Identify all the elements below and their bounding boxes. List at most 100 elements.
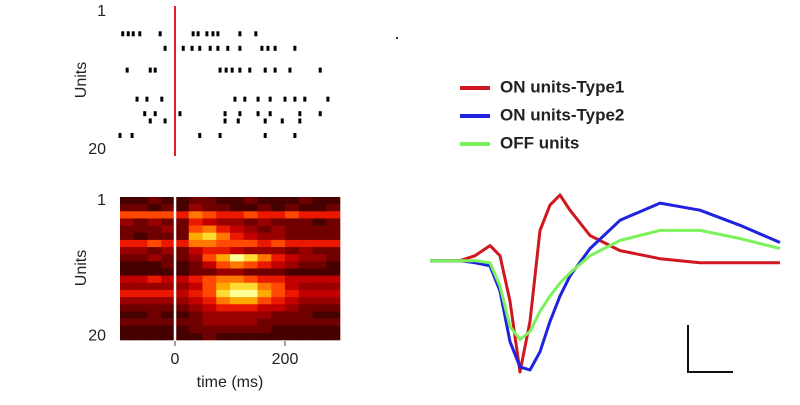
heat-cell [161, 197, 176, 205]
heat-cell [326, 211, 341, 219]
heat-cell [312, 311, 327, 319]
heat-cell [298, 218, 313, 226]
spike [126, 31, 130, 37]
heat-cell [271, 325, 286, 334]
heat-cell [243, 239, 258, 248]
heat-cell [175, 261, 190, 269]
heat-cell [120, 218, 135, 226]
heat-cell [175, 211, 190, 219]
spike [263, 118, 267, 124]
heat-cell [147, 268, 162, 276]
heat-cell [133, 247, 148, 255]
heat-cell [133, 297, 148, 305]
heat-cell [188, 218, 203, 226]
heat-cell [175, 289, 190, 298]
heat-cell [161, 282, 176, 291]
heat-cell [298, 318, 313, 326]
heat-cell [202, 311, 217, 319]
heat-cell [271, 289, 286, 298]
heat-cell [257, 232, 272, 241]
heat-cell [298, 211, 313, 219]
heat-cell [216, 318, 231, 326]
heat-cell [285, 247, 300, 255]
heat-cell [133, 304, 148, 312]
heat-cell [161, 211, 176, 219]
heat-cell [161, 325, 176, 334]
heat-cell [175, 268, 190, 276]
dot [396, 37, 398, 39]
heat-cell [147, 318, 162, 326]
spike [130, 132, 134, 138]
heat-cell [312, 218, 327, 226]
heat-cell [147, 282, 162, 291]
heat-cell [120, 211, 135, 219]
heat-cell [326, 232, 341, 241]
heat-cell [312, 254, 327, 262]
heat-cell [257, 197, 272, 205]
heat-cell [285, 218, 300, 226]
heat-cell [271, 275, 286, 284]
heat-cell [202, 225, 217, 234]
heat-cell [271, 318, 286, 326]
spike [223, 111, 227, 117]
spike [163, 45, 167, 51]
heat-cell [161, 297, 176, 305]
heat-cell [188, 297, 203, 305]
heat-cell [243, 204, 258, 212]
heat-cell [147, 325, 162, 334]
heat-cell [243, 197, 258, 205]
spike [283, 96, 287, 102]
heat-cell [285, 232, 300, 241]
spike [260, 45, 264, 51]
spike [196, 31, 200, 37]
heat-cell [216, 218, 231, 226]
heat-cell [216, 225, 231, 234]
heat-cell [120, 261, 135, 269]
heat-cell [257, 254, 272, 262]
heat-cell [271, 261, 286, 269]
heat-cell [202, 282, 217, 291]
spike [268, 96, 272, 102]
waveform [430, 228, 781, 342]
heat-cell [188, 275, 203, 284]
raster-y-label: Units [73, 62, 90, 98]
heat-cell [147, 218, 162, 226]
heat-cell [133, 282, 148, 291]
heat-cell [147, 211, 162, 219]
heat-cell [120, 268, 135, 276]
heat-cell [257, 325, 272, 334]
heat-cell [285, 332, 300, 341]
heat-cell [230, 211, 245, 219]
heat-cell [312, 282, 327, 291]
heat-cell [243, 225, 258, 234]
heat-cell [230, 268, 245, 276]
heat-cell [133, 218, 148, 226]
heat-cell [216, 332, 231, 341]
heat-cell [202, 304, 217, 312]
heat-cell [326, 332, 341, 341]
heat-cell [298, 204, 313, 212]
spike [158, 31, 162, 37]
spike [256, 111, 260, 117]
heat-cell [147, 232, 162, 241]
spike [145, 96, 149, 102]
legend-label: ON units-Type2 [500, 105, 624, 124]
heat-cell [312, 289, 327, 298]
heat-cell [298, 332, 313, 341]
spike [298, 118, 302, 124]
heat-cell [285, 304, 300, 312]
heat-cell [216, 282, 231, 291]
heat-cell [285, 275, 300, 284]
spike [208, 45, 212, 51]
heat-cell [202, 204, 217, 212]
heat-cell [257, 225, 272, 234]
heat-cell [133, 211, 148, 219]
heat-cell [216, 232, 231, 241]
heat-cell [257, 332, 272, 341]
heat-cell [161, 239, 176, 248]
heat-cell [175, 325, 190, 334]
spike [218, 67, 222, 73]
heat-cell [216, 297, 231, 305]
heat-cell [243, 254, 258, 262]
heat-cell [230, 289, 245, 298]
